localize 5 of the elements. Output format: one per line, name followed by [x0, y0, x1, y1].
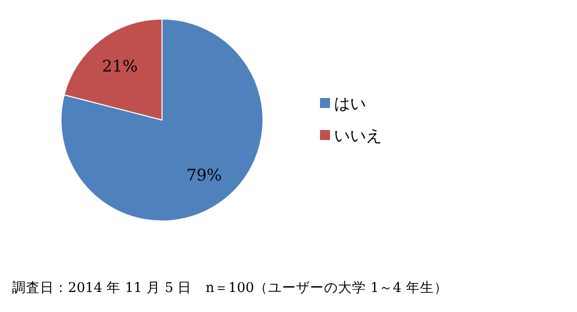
legend-label: はい	[334, 94, 366, 113]
text: 調査日：2014 年 11 月 5 日 n＝100（ユーザーの大学 1～4 年生）	[12, 280, 448, 296]
legend-label: いいえ	[334, 126, 382, 145]
data-label: 21%	[102, 56, 138, 76]
data-label: 79%	[186, 165, 222, 184]
